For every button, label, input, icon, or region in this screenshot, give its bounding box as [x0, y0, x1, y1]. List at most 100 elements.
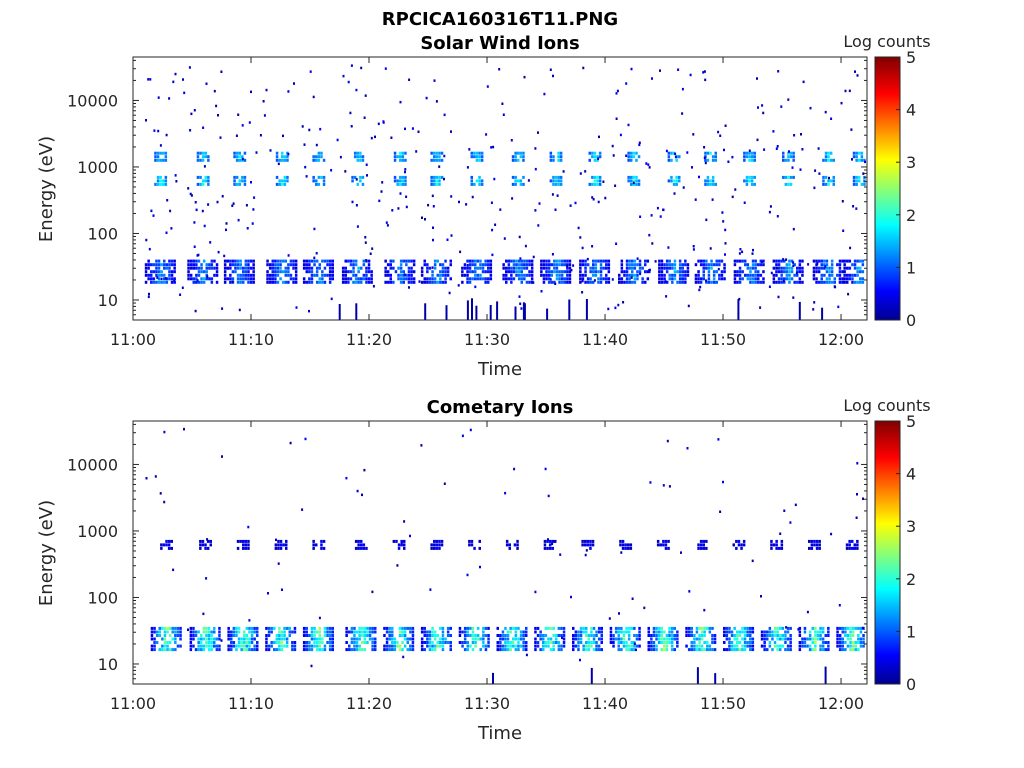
spectrogram-cell [487, 277, 490, 281]
spectrogram-cell [396, 644, 399, 648]
spectrogram-cell [558, 280, 561, 284]
spectrogram-cell [699, 546, 703, 550]
spectrogram-cell [169, 209, 172, 213]
spectrogram-cell [161, 637, 164, 641]
spectrogram-cell [539, 634, 542, 637]
spectrogram-cell [566, 263, 569, 267]
spectrogram-cell [841, 259, 844, 263]
spectrogram-cell [542, 266, 546, 270]
spectrogram-cell [589, 539, 592, 543]
spectrogram-cell [667, 158, 671, 162]
spectrogram-cell [287, 270, 290, 274]
spectrogram-cell [780, 539, 784, 543]
spectrogram-cell [745, 151, 749, 155]
spectrogram-cell [530, 266, 534, 270]
spectrogram-cell [318, 637, 321, 641]
spectrogram-cell [505, 539, 509, 543]
spectrogram-cell [658, 266, 661, 270]
spectrogram-cell [855, 158, 858, 162]
spectrogram-cell [352, 270, 355, 274]
spectrogram-cell [406, 641, 409, 644]
spectrogram-cell [365, 277, 368, 281]
spectrogram-cell [237, 626, 241, 630]
spectrogram-cell [361, 630, 364, 634]
spectrogram-cell [715, 263, 718, 267]
spectrogram-cell [856, 270, 859, 274]
spectrogram-cell [693, 648, 696, 652]
spectrogram-cell [368, 637, 372, 641]
spectrogram-cell [207, 626, 211, 630]
spectrogram-cell [371, 626, 374, 630]
spectrogram-cell [275, 151, 279, 155]
spectrogram-cell [549, 151, 553, 155]
spectrogram-cell [663, 630, 666, 634]
spectrogram-cell [568, 277, 572, 281]
spectrogram-cell [693, 644, 696, 648]
spectrogram-cell [353, 641, 356, 644]
spectrogram-cell [247, 543, 250, 547]
x-axis-label: Time [477, 723, 522, 744]
spectrogram-cell [350, 64, 353, 67]
spectrogram-cell [731, 155, 734, 159]
spectrogram-cell [798, 644, 802, 648]
spectrogram-cell [520, 277, 523, 281]
spectrogram-cell [751, 637, 755, 641]
spectrogram-cell [499, 641, 502, 644]
spectrogram-cell [205, 273, 208, 277]
spectrogram-cell [517, 626, 520, 630]
spectrogram-cell [315, 266, 319, 270]
spectrogram-cell [618, 280, 621, 284]
spectrogram-cell [461, 641, 464, 644]
spectrogram-cell [513, 467, 516, 471]
spectrogram-cell [250, 626, 254, 630]
spectrogram-cell [579, 280, 582, 284]
spectrogram-cell [718, 259, 721, 263]
spectrogram-cell [760, 644, 764, 648]
spectrogram-cell [579, 658, 581, 662]
x-tick-label: 11:10 [228, 330, 274, 349]
spectrogram-cell [599, 266, 603, 270]
spectrogram-cell [827, 634, 830, 637]
spectrogram-cell [638, 141, 641, 144]
spectrogram-cell [466, 626, 469, 630]
spectrogram-cell [237, 641, 241, 644]
spectrogram-cell [553, 270, 556, 274]
spectrogram-cell [196, 182, 200, 186]
spectrogram-cell [744, 259, 747, 263]
colorbar-label: Log counts [843, 396, 930, 415]
spectrogram-cell [751, 259, 755, 263]
spectrogram-cell [589, 546, 592, 550]
spectrogram-cell [512, 644, 515, 648]
spectrogram-cell [786, 644, 790, 648]
spectrogram-cell [812, 266, 816, 270]
spectrogram-cell [574, 637, 578, 641]
spectrogram-cell [809, 106, 812, 110]
spectrogram-cell [667, 246, 670, 249]
spectrogram-cell [308, 277, 311, 281]
spectrogram-cell [417, 130, 420, 133]
spectrogram-cell [218, 626, 221, 630]
spectrogram-cell [205, 270, 208, 274]
spectrogram-cell [195, 208, 198, 212]
spectrogram-cell [827, 648, 830, 652]
spectrogram-cell [698, 288, 701, 292]
spectrogram-cell [240, 644, 243, 648]
spectrogram-cell [352, 273, 355, 277]
spectrogram-cell [750, 179, 754, 183]
spectrogram-cell [725, 634, 729, 637]
spectrogram-cell [861, 626, 864, 630]
spectrogram-cell [244, 266, 248, 270]
spectrogram-cell [197, 637, 200, 641]
spectrogram-cell [770, 543, 773, 547]
spectrogram-cell [652, 648, 656, 652]
spectrogram-cell [236, 266, 240, 270]
spectrogram-cell [849, 641, 852, 644]
spectrogram-cell [233, 175, 236, 179]
spectrogram-cell [308, 259, 311, 263]
spectrogram-cell [723, 263, 726, 267]
spectrogram-cell [360, 266, 363, 270]
spectrogram-cell [449, 644, 452, 648]
spectrogram-cell [672, 179, 676, 183]
spectrogram-cell [844, 641, 847, 644]
spectrogram-cell [281, 155, 284, 159]
